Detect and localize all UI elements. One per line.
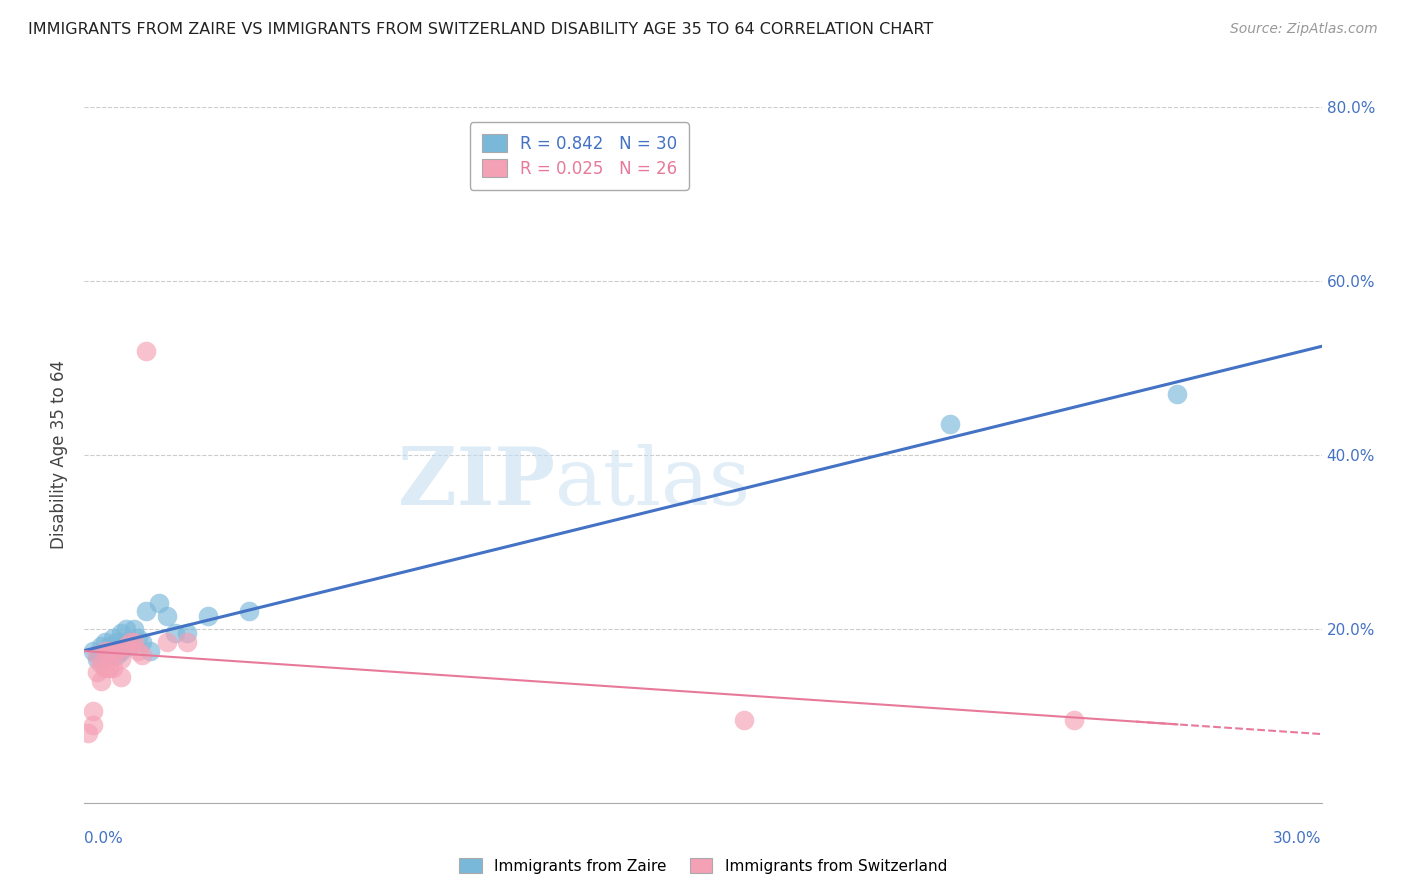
Point bbox=[1166, 387, 1188, 401]
Point bbox=[103, 661, 125, 675]
Point bbox=[118, 635, 141, 649]
Text: 30.0%: 30.0% bbox=[1274, 830, 1322, 846]
Point bbox=[103, 643, 125, 657]
Point bbox=[77, 726, 100, 740]
Point bbox=[139, 643, 162, 657]
Point bbox=[135, 343, 157, 358]
Point bbox=[176, 635, 198, 649]
Point bbox=[94, 643, 117, 657]
Point bbox=[82, 717, 104, 731]
Point bbox=[98, 643, 121, 657]
Point bbox=[90, 648, 112, 662]
Text: Source: ZipAtlas.com: Source: ZipAtlas.com bbox=[1230, 22, 1378, 37]
Point bbox=[98, 661, 121, 675]
Y-axis label: Disability Age 35 to 64: Disability Age 35 to 64 bbox=[51, 360, 69, 549]
Point bbox=[110, 670, 132, 684]
Point bbox=[98, 648, 121, 662]
Point bbox=[127, 631, 149, 645]
Point bbox=[156, 635, 179, 649]
Point bbox=[1063, 713, 1085, 727]
Point bbox=[939, 417, 962, 432]
Point bbox=[94, 635, 117, 649]
Legend: R = 0.842   N = 30, R = 0.025   N = 26: R = 0.842 N = 30, R = 0.025 N = 26 bbox=[470, 122, 689, 190]
Point bbox=[103, 631, 125, 645]
Point bbox=[122, 622, 145, 636]
Point bbox=[105, 643, 128, 657]
Point bbox=[90, 657, 112, 671]
Point bbox=[135, 605, 157, 619]
Point bbox=[114, 622, 136, 636]
Point bbox=[110, 626, 132, 640]
Point bbox=[98, 639, 121, 653]
Point bbox=[105, 635, 128, 649]
Point bbox=[110, 643, 132, 657]
Point bbox=[733, 713, 755, 727]
Point bbox=[103, 643, 125, 657]
Point bbox=[176, 626, 198, 640]
Legend: Immigrants from Zaire, Immigrants from Switzerland: Immigrants from Zaire, Immigrants from S… bbox=[453, 852, 953, 880]
Point bbox=[156, 608, 179, 623]
Point bbox=[110, 652, 132, 666]
Text: ZIP: ZIP bbox=[398, 443, 554, 522]
Point bbox=[90, 674, 112, 689]
Point bbox=[238, 605, 260, 619]
Point bbox=[86, 652, 108, 666]
Point bbox=[165, 626, 187, 640]
Text: atlas: atlas bbox=[554, 443, 749, 522]
Point bbox=[131, 635, 153, 649]
Point bbox=[90, 639, 112, 653]
Point bbox=[94, 643, 117, 657]
Text: 0.0%: 0.0% bbox=[84, 830, 124, 846]
Point bbox=[122, 635, 145, 649]
Point bbox=[148, 596, 170, 610]
Point bbox=[86, 648, 108, 662]
Point bbox=[86, 665, 108, 680]
Point bbox=[114, 639, 136, 653]
Text: IMMIGRANTS FROM ZAIRE VS IMMIGRANTS FROM SWITZERLAND DISABILITY AGE 35 TO 64 COR: IMMIGRANTS FROM ZAIRE VS IMMIGRANTS FROM… bbox=[28, 22, 934, 37]
Point bbox=[94, 661, 117, 675]
Point bbox=[127, 643, 149, 657]
Point bbox=[105, 648, 128, 662]
Point bbox=[82, 643, 104, 657]
Point bbox=[82, 705, 104, 719]
Point bbox=[131, 648, 153, 662]
Point bbox=[118, 639, 141, 653]
Point bbox=[197, 608, 219, 623]
Point bbox=[114, 635, 136, 649]
